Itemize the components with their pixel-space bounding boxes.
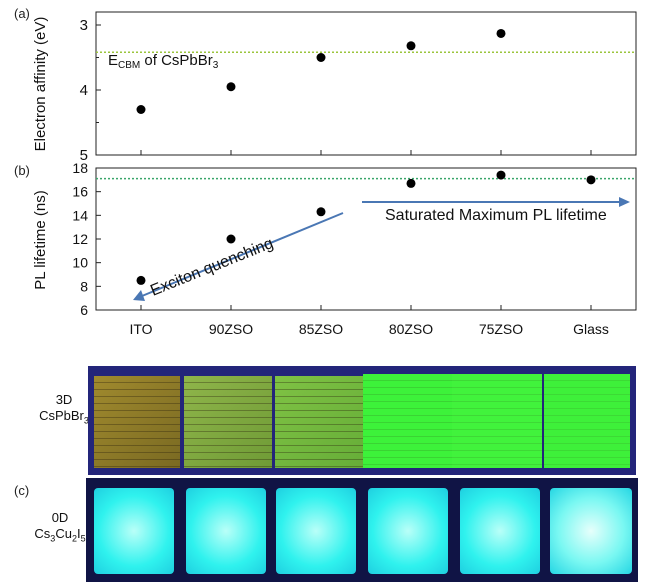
quenching-label: Exciton quenching — [148, 235, 276, 300]
panel-a-plot-frame — [95, 11, 637, 156]
saturated-arrowhead — [619, 197, 630, 207]
xtick-label-80zso: 80ZSO — [389, 321, 433, 337]
panel-a-point-90zso — [226, 82, 236, 92]
panel-b-ytick-label: 8 — [80, 278, 88, 294]
film-90zso-3d — [184, 376, 272, 468]
panel-label-b: (b) — [14, 163, 30, 178]
film-80zso-0d — [368, 488, 448, 574]
label-0d-cs3cu2i5: 0D Cs3Cu2I5 — [34, 510, 86, 544]
panel-b-point-75zso — [496, 170, 506, 180]
panel-a-ytick-label: 5 — [80, 147, 88, 164]
film-85zso-0d — [276, 488, 356, 574]
panel-b-ytick-label: 10 — [72, 255, 88, 271]
quenching-arrow — [141, 212, 344, 297]
film-glass-3d — [544, 374, 630, 468]
photo-3d-cspbbr3 — [88, 366, 636, 475]
xtick-label-85zso: 85ZSO — [299, 321, 343, 337]
panel-b-ylabel: PL lifetime (ns) — [32, 190, 49, 289]
xtick-label-75zso: 75ZSO — [479, 321, 523, 337]
panel-label-c: (c) — [14, 483, 30, 498]
film-75zso-0d — [460, 488, 540, 574]
photo-0d-cs3cu2i5 — [86, 478, 638, 582]
panel-a-point-80zso — [406, 41, 416, 51]
panel-a-point-ito — [136, 105, 146, 114]
film-80zso-3d — [363, 374, 453, 468]
saturated-label: Saturated Maximum PL lifetime — [385, 207, 607, 224]
panel-a-ytick-label: 4 — [80, 82, 88, 99]
panel-label-a: (a) — [14, 6, 30, 21]
film-ito-3d — [94, 376, 180, 468]
panel-a-ytick-label: 3 — [80, 17, 88, 34]
xtick-label-glass: Glass — [573, 321, 609, 337]
panel-b-point-90zso — [226, 234, 236, 244]
panel-b-ytick-label: 16 — [72, 184, 88, 200]
panel-a-ylabel: Electron affinity (eV) — [32, 17, 49, 152]
film-glass-0d — [550, 488, 632, 574]
panel-b-ytick-label: 6 — [80, 302, 88, 318]
panel-b-ytick-label: 14 — [72, 207, 88, 223]
film-ito-0d — [94, 488, 174, 574]
panel-b-point-85zso — [316, 207, 326, 217]
ecbm-label: ECBM of CsPbBr3 — [108, 52, 219, 71]
panel-b-ytick-label: 12 — [72, 231, 88, 247]
quenching-arrowhead — [133, 290, 145, 301]
panel-a-point-75zso — [496, 28, 506, 38]
panel-b-point-ito — [136, 275, 146, 285]
panel-b-point-80zso — [406, 178, 416, 188]
label-3d-cspbbr3: 3D CsPbBr3 — [39, 392, 89, 426]
film-90zso-0d — [186, 488, 266, 574]
panel-b-ytick-label: 18 — [72, 160, 88, 176]
panel-b-point-glass — [586, 175, 596, 185]
film-85zso-3d — [275, 376, 363, 468]
xtick-label-90zso: 90ZSO — [209, 321, 253, 337]
chart-figure: 3 4 5 6 8 10 12 14 16 18 ITO 90ZSO 85ZSO 80ZSO 75ZSO G… — [32, 11, 637, 337]
panel-a-point-85zso — [316, 53, 326, 62]
xtick-label-ito: ITO — [129, 321, 152, 337]
film-75zso-3d — [452, 374, 542, 468]
